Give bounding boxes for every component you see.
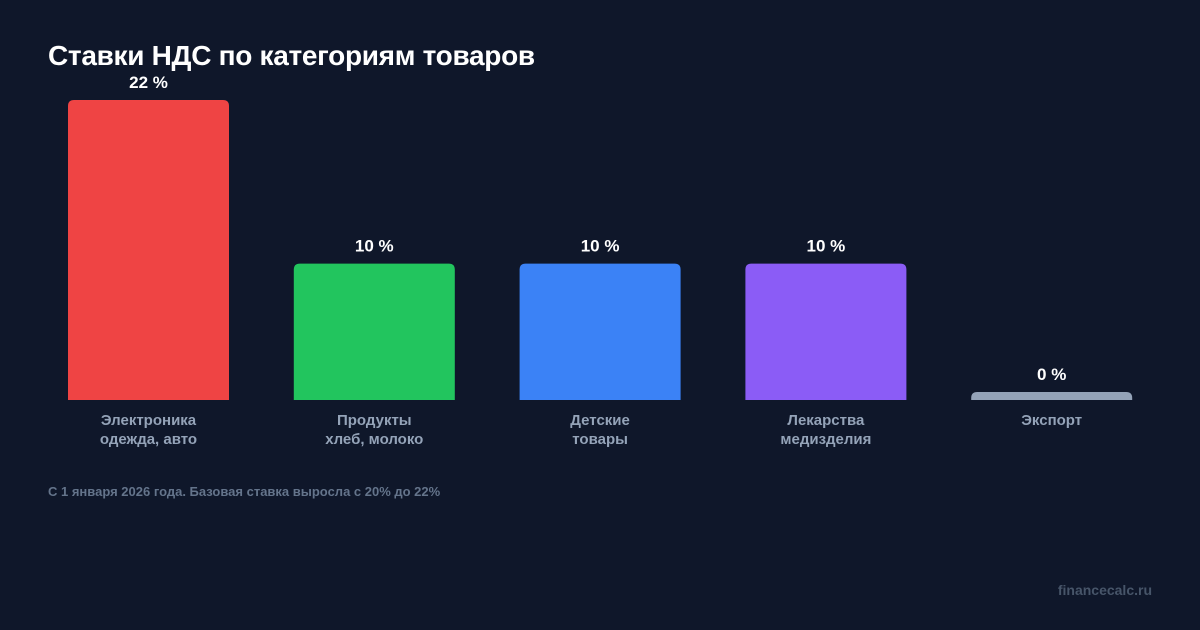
bar bbox=[68, 100, 229, 400]
category-label: товары bbox=[572, 431, 628, 448]
category-label: Лекарства bbox=[787, 412, 865, 429]
value-label: 10 % bbox=[581, 237, 620, 256]
category-label: Электроника bbox=[101, 412, 197, 429]
category-label: Экспорт bbox=[1021, 412, 1082, 429]
category-label: хлеб, молоко bbox=[325, 431, 423, 448]
brand-watermark: financecalc.ru bbox=[1057, 582, 1152, 598]
value-label: 10 % bbox=[807, 237, 846, 256]
category-label: медизделия bbox=[780, 431, 871, 448]
bar bbox=[519, 263, 681, 400]
chart-title: Ставки НДС по категориям товаров bbox=[48, 40, 535, 71]
bar bbox=[745, 263, 907, 400]
footnote: С 1 января 2026 года. Базовая ставка выр… bbox=[48, 484, 441, 499]
category-label: Детские bbox=[570, 412, 630, 429]
value-label: 10 % bbox=[355, 237, 394, 256]
category-label: Продукты bbox=[337, 412, 412, 429]
category-label: одежда, авто bbox=[100, 431, 197, 448]
value-label: 22 % bbox=[129, 73, 168, 92]
bar bbox=[293, 263, 455, 400]
bar bbox=[971, 392, 1133, 400]
value-label: 0 % bbox=[1037, 365, 1066, 384]
